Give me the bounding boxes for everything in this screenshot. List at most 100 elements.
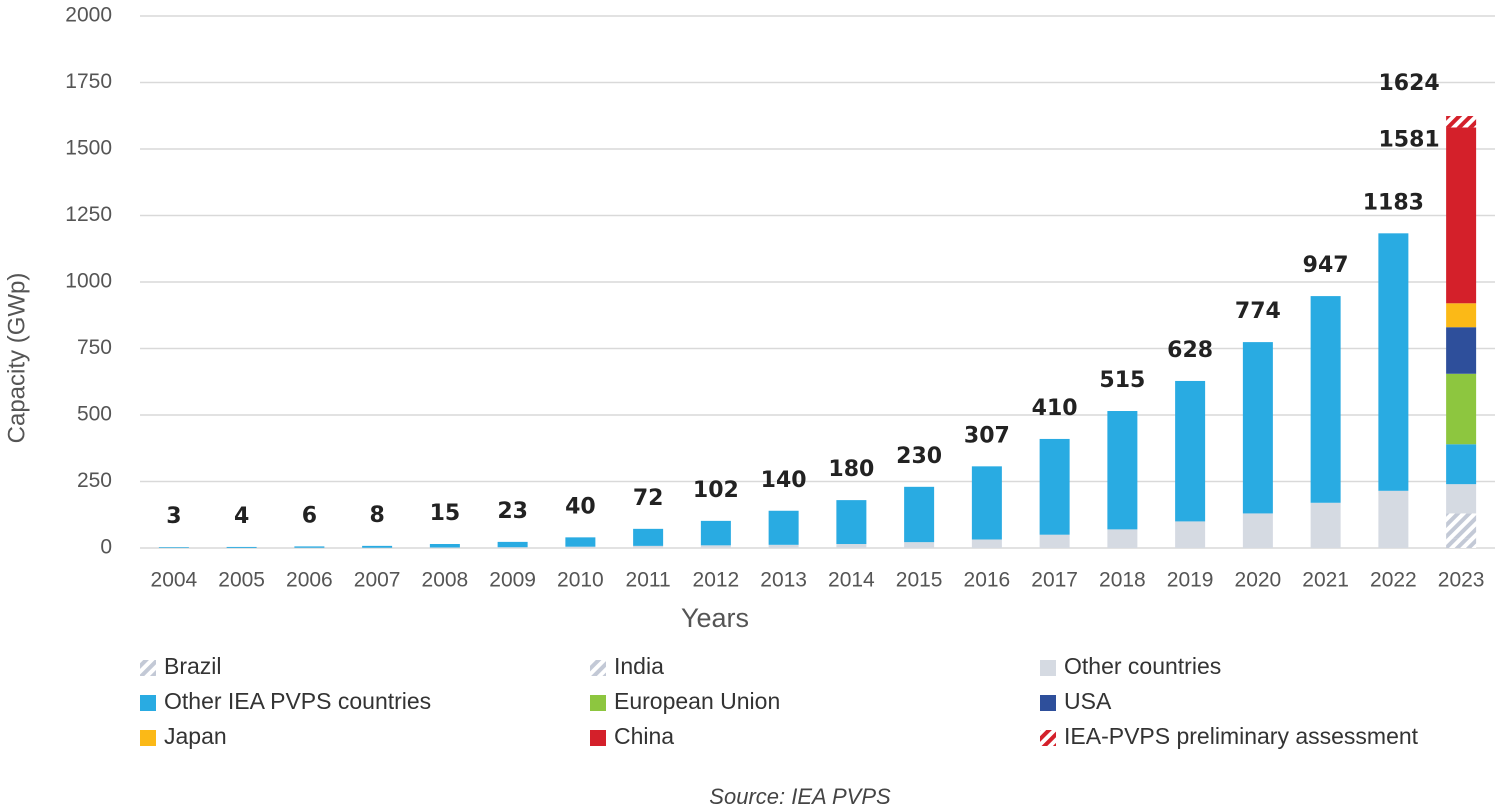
total-label: 102 bbox=[693, 478, 739, 503]
bar-segment bbox=[1175, 380, 1206, 522]
bar-segment bbox=[1378, 490, 1409, 548]
legend-label: IEA-PVPS preliminary assessment bbox=[1064, 723, 1419, 749]
legend-swatch bbox=[590, 660, 606, 676]
y-tick-label: 250 bbox=[77, 469, 112, 492]
bar-segment bbox=[836, 500, 867, 545]
bar-segment bbox=[294, 546, 325, 548]
bar-segment bbox=[497, 541, 528, 548]
total-label: 230 bbox=[896, 444, 942, 469]
bar-segment bbox=[1446, 116, 1477, 128]
bar-segment bbox=[429, 544, 460, 548]
legend-label: Japan bbox=[164, 723, 227, 749]
total-label: 1183 bbox=[1363, 190, 1424, 215]
legend-label: Other IEA PVPS countries bbox=[164, 688, 431, 714]
bar-segment bbox=[158, 547, 189, 548]
bar-segment bbox=[1446, 513, 1477, 539]
x-tick-label: 2008 bbox=[422, 569, 469, 592]
legend-label: Other countries bbox=[1064, 653, 1221, 679]
y-tick-label: 2000 bbox=[65, 4, 112, 27]
legend-swatch bbox=[590, 730, 606, 746]
bar-segment bbox=[1378, 233, 1409, 491]
x-tick-label: 2014 bbox=[828, 569, 875, 592]
legend-swatch bbox=[140, 730, 156, 746]
x-tick-label: 2007 bbox=[354, 569, 401, 592]
x-axis-title: Years bbox=[681, 603, 749, 633]
total-label: 1581 bbox=[1379, 127, 1440, 152]
total-label: 72 bbox=[633, 486, 664, 511]
bar-segment bbox=[1039, 534, 1070, 548]
y-tick-label: 1250 bbox=[65, 203, 112, 226]
legend-label: Brazil bbox=[164, 653, 222, 679]
legend-swatch bbox=[140, 660, 156, 676]
bar-segment bbox=[768, 544, 799, 548]
x-tick-label: 2009 bbox=[489, 569, 536, 592]
bar-segment bbox=[700, 520, 731, 546]
bar-segment bbox=[1107, 411, 1138, 530]
legend-swatch bbox=[1040, 660, 1056, 676]
bar-segment bbox=[1446, 327, 1477, 374]
legend-label: India bbox=[614, 653, 664, 679]
legend-swatch bbox=[140, 695, 156, 711]
bar-segment bbox=[1446, 484, 1477, 514]
bar-segment bbox=[1446, 373, 1477, 445]
bar-segment bbox=[904, 542, 935, 548]
total-label: 8 bbox=[369, 503, 384, 528]
bar-segment bbox=[1446, 127, 1477, 304]
x-tick-label: 2019 bbox=[1167, 569, 1214, 592]
bar-segment bbox=[362, 545, 393, 548]
total-label: 947 bbox=[1303, 253, 1349, 278]
x-tick-label: 2011 bbox=[626, 569, 671, 592]
y-tick-label: 1000 bbox=[65, 270, 112, 293]
y-tick-label: 500 bbox=[77, 403, 112, 426]
bar-segment bbox=[1107, 529, 1138, 548]
bar-segment bbox=[565, 537, 596, 547]
y-tick-label: 750 bbox=[77, 336, 112, 359]
x-tick-label: 2021 bbox=[1302, 569, 1349, 592]
bar-segment bbox=[904, 486, 935, 543]
bar-segment bbox=[1175, 521, 1206, 548]
x-tick-label: 2004 bbox=[151, 569, 198, 592]
x-tick-label: 2012 bbox=[693, 569, 740, 592]
bar-segment bbox=[1310, 502, 1341, 548]
x-tick-label: 2016 bbox=[964, 569, 1011, 592]
total-label: 23 bbox=[497, 499, 528, 524]
total-label: 40 bbox=[565, 494, 596, 519]
total-label: 410 bbox=[1032, 396, 1078, 421]
legend-swatch bbox=[1040, 730, 1056, 746]
legend-label: European Union bbox=[614, 688, 780, 714]
bar-segment bbox=[1242, 513, 1273, 548]
legend-swatch bbox=[590, 695, 606, 711]
source: Source: IEA PVPS bbox=[709, 784, 891, 809]
x-tick-label: 2022 bbox=[1370, 569, 1417, 592]
x-tick-label: 2020 bbox=[1235, 569, 1282, 592]
bar-segment bbox=[633, 545, 664, 548]
x-tick-label: 2005 bbox=[218, 569, 265, 592]
bar-segment bbox=[1446, 538, 1477, 548]
bar-segment bbox=[565, 546, 596, 548]
bar-segment bbox=[1242, 342, 1273, 514]
y-tick-label: 1750 bbox=[65, 70, 112, 93]
bar-segment bbox=[1039, 438, 1070, 535]
total-label: 180 bbox=[828, 457, 874, 482]
bar-segment bbox=[497, 547, 528, 548]
legend-label: China bbox=[614, 723, 674, 749]
x-tick-label: 2017 bbox=[1031, 569, 1078, 592]
bar-segment bbox=[971, 539, 1002, 548]
total-label: 774 bbox=[1235, 299, 1281, 324]
y-axis-title: Capacity (GWp) bbox=[3, 273, 30, 444]
x-tick-label: 2013 bbox=[760, 569, 807, 592]
total-label: 140 bbox=[761, 468, 807, 493]
x-tick-label: 2010 bbox=[557, 569, 604, 592]
x-tick-label: 2006 bbox=[286, 569, 333, 592]
legend-label: USA bbox=[1064, 688, 1112, 714]
y-tick-label: 0 bbox=[100, 536, 112, 559]
legend-swatch bbox=[1040, 695, 1056, 711]
total-label: 15 bbox=[430, 501, 461, 526]
total-label: 4 bbox=[234, 504, 249, 529]
bar-segment bbox=[1310, 296, 1341, 503]
bar-segment bbox=[633, 528, 664, 546]
total-label: 628 bbox=[1167, 338, 1213, 363]
bar-segment bbox=[429, 547, 460, 548]
